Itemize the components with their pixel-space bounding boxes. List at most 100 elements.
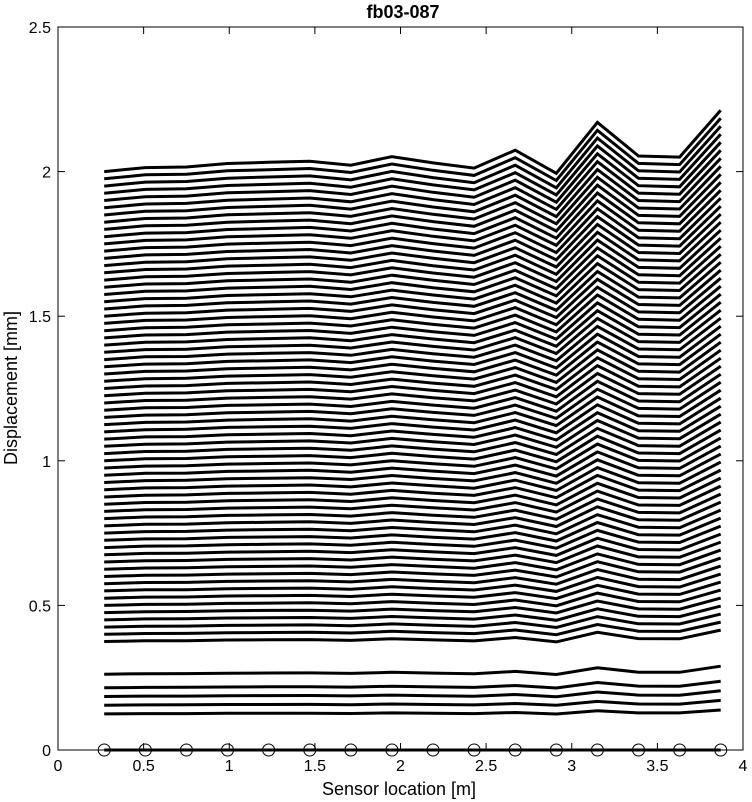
series-line: [104, 133, 722, 197]
series-line: [104, 679, 721, 690]
sensor-marker: [673, 743, 687, 757]
series-line: [104, 149, 722, 212]
series-line: [104, 689, 721, 699]
series-line: [104, 348, 722, 392]
series-line: [104, 237, 722, 291]
series-line: [104, 340, 722, 385]
x-tick-label: 3: [567, 758, 576, 775]
series-line: [104, 356, 722, 399]
series-line: [104, 628, 722, 644]
series-line: [104, 380, 722, 421]
series-line: [104, 364, 722, 406]
series-line: [104, 404, 722, 442]
sensor-marker: [262, 743, 276, 757]
series-line: [104, 141, 722, 205]
sensor-marker: [221, 743, 235, 757]
sensor-marker: [303, 743, 317, 757]
series-line: [104, 548, 722, 572]
series-line: [104, 213, 722, 269]
series-line: [104, 698, 721, 707]
series-line: [104, 205, 722, 262]
series-line: [104, 588, 722, 608]
series-line: [104, 317, 722, 363]
series-line: [104, 412, 722, 449]
x-tick-label: 0: [54, 758, 63, 775]
series-line: [104, 664, 721, 677]
x-axis-label: Sensor location [m]: [322, 779, 476, 799]
series-line: [104, 332, 722, 377]
series-line: [104, 388, 722, 428]
series-line: [104, 444, 722, 478]
series-line: [104, 596, 722, 615]
series-line: [104, 293, 722, 341]
series-line: [104, 492, 722, 521]
series-line: [104, 572, 722, 593]
x-tick-label: 0.5: [133, 758, 155, 775]
series-line: [104, 580, 722, 601]
y-tick-label: 2: [42, 165, 51, 182]
series-line: [104, 277, 722, 327]
x-tick-label: 3.5: [646, 758, 668, 775]
x-tick-label: 2.5: [475, 758, 497, 775]
series-line: [104, 229, 722, 284]
series-line: [104, 261, 722, 313]
sensor-marker: [385, 743, 399, 757]
y-tick-label: 1.5: [29, 309, 51, 326]
series-line: [104, 173, 722, 233]
series-line: [104, 436, 722, 471]
sensor-marker: [467, 743, 481, 757]
y-axis-label: Displacement [mm]: [1, 311, 21, 465]
series-line: [104, 309, 722, 356]
series-line: [104, 500, 722, 529]
series-line: [104, 109, 722, 176]
x-tick-label: 2: [396, 758, 405, 775]
chart-title: fb03-087: [366, 2, 439, 22]
y-tick-label: 0.5: [29, 598, 51, 615]
series-line: [104, 165, 722, 226]
series-line: [104, 253, 722, 305]
series-line: [104, 269, 722, 320]
series-line: [104, 524, 722, 550]
plot-area: 0 0.5 1 1.5 2 2.5 3 3.5 4 0 0.5 1 1.5 2 2.5: [29, 20, 748, 775]
x-tick-label: 1: [225, 758, 234, 775]
series-line: [104, 396, 722, 435]
sensor-marker: [714, 743, 728, 757]
series-line: [104, 285, 722, 334]
y-tick-label: 2.5: [29, 20, 51, 37]
series-line: [104, 532, 722, 557]
series-line: [104, 508, 722, 536]
sensor-marker: [179, 743, 193, 757]
series-line: [104, 301, 722, 349]
series-line: [104, 325, 722, 370]
series-line: [104, 181, 722, 241]
sensor-marker: [590, 743, 604, 757]
series-line: [104, 157, 722, 219]
series-line: [104, 620, 722, 637]
x-tick-label: 1.5: [304, 758, 326, 775]
series-line: [104, 245, 722, 298]
series-line: [104, 708, 721, 716]
series-line: [104, 516, 722, 543]
series-line: [104, 372, 722, 413]
series-line: [104, 460, 722, 493]
series-line: [104, 556, 722, 579]
sensor-marker: [138, 743, 152, 757]
series-line: [104, 428, 722, 464]
x-tick-label: 4: [739, 758, 748, 775]
y-tick-label: 0: [42, 743, 51, 760]
sensor-marker: [426, 743, 440, 757]
series-line: [104, 221, 722, 277]
series-line: [104, 452, 722, 485]
sensor-marker: [508, 743, 522, 757]
sensor-marker: [344, 743, 358, 757]
series-line: [104, 476, 722, 507]
series-line: [104, 564, 722, 586]
series-line: [104, 117, 722, 183]
sensor-marker: [549, 743, 563, 757]
series-line: [104, 540, 722, 565]
sensor-marker: [97, 743, 111, 757]
series-line: [104, 468, 722, 500]
y-tick-label: 1: [42, 454, 51, 471]
series-line: [104, 612, 722, 630]
